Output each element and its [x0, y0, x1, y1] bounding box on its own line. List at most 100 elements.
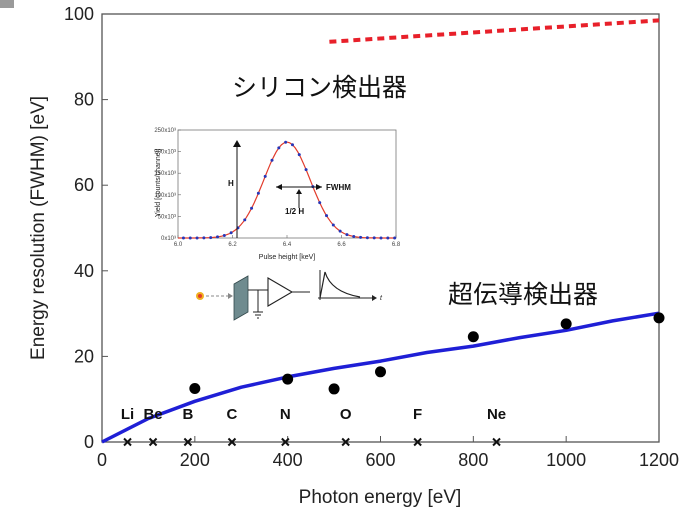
half-arrow-head — [296, 189, 302, 194]
superconducting-series-line — [101, 311, 660, 444]
series-layer — [101, 18, 665, 444]
inset-y-tick-label: 50x10³ — [158, 214, 176, 220]
x-axis-title: Photon energy [eV] — [299, 487, 462, 508]
inset-data-point — [181, 236, 185, 240]
sensor-plate-icon — [233, 275, 249, 321]
y-tick-label: 40 — [74, 261, 94, 281]
inset-data-point — [372, 236, 376, 240]
inset-data-point — [209, 236, 213, 240]
y-tick-label: 80 — [74, 90, 94, 110]
data-point — [653, 312, 665, 324]
x-tick-label: 400 — [273, 450, 303, 470]
element-marker — [341, 437, 350, 447]
data-point — [328, 383, 340, 395]
element-marker — [413, 437, 422, 447]
inset-data-point — [256, 191, 260, 195]
inset-x-tick-label: 6.4 — [283, 242, 292, 248]
inset-data-point — [304, 168, 308, 172]
inset-frame — [177, 129, 397, 239]
x-tick-label: 600 — [365, 450, 395, 470]
data-point — [189, 383, 201, 394]
amplifier-icon — [267, 277, 294, 307]
y-tick-label: 100 — [64, 4, 94, 24]
data-point — [375, 366, 386, 378]
pulse-height-inset: 6.0 6.2 6.4 6.6 6.8 0x10³ 50x10³ 100x10³ 150x10³… — [154, 128, 401, 261]
inset-data-point — [297, 153, 301, 157]
element-marker — [492, 437, 501, 447]
silicon-annotation: シリコン検出器 — [232, 73, 407, 102]
inset-annotations: H FWHM 1/2 H — [228, 140, 351, 238]
inset-data-point — [345, 233, 349, 237]
pulse-shape-icon — [319, 271, 361, 299]
corner-artifact — [0, 0, 14, 8]
inset-data-point — [222, 234, 226, 238]
fwhm-arrow-left — [276, 184, 282, 190]
inset-data-point — [379, 236, 383, 240]
wire-icon — [248, 289, 268, 319]
element-marker — [148, 437, 158, 447]
inset-data-point — [284, 140, 288, 144]
inset-ticks: 6.0 6.2 6.4 6.6 6.8 0x10³ 50x10³ 100x10³ 150x10³… — [154, 128, 401, 248]
element-marker — [227, 437, 237, 447]
inset-x-tick-label: 6.8 — [392, 242, 401, 248]
data-point — [282, 373, 294, 385]
superconducting-annotation: 超伝導検出器 — [448, 280, 598, 309]
inset-data-point — [188, 236, 192, 240]
y-tick-label: 0 — [84, 432, 94, 452]
y-tick-label: 60 — [74, 175, 94, 195]
x-tick-label: 200 — [180, 450, 210, 470]
element-labels: Li Be B C N O F Ne — [121, 406, 506, 447]
inset-data-point — [338, 229, 342, 233]
element-label: Be — [143, 406, 162, 423]
inset-data-point — [216, 235, 220, 239]
inset-data-point — [263, 174, 267, 178]
silicon-series-line — [329, 18, 660, 44]
inset-y-tick-label: 0x10³ — [161, 236, 176, 242]
inset-data-point — [393, 236, 397, 240]
data-point — [560, 318, 572, 330]
inset-x-tick-label: 6.6 — [337, 242, 346, 248]
pulse-axis-arrow — [372, 295, 377, 301]
element-label: B — [182, 406, 193, 423]
fwhm-arrow-right — [316, 184, 322, 190]
inset-data-point — [250, 206, 254, 210]
inset-data-point — [243, 218, 247, 222]
half-h-label: 1/2 H — [285, 207, 304, 216]
detector-circuit-schematic: t — [196, 270, 383, 321]
inset-data-point — [331, 223, 335, 227]
fwhm-label: FWHM — [326, 183, 351, 192]
y-axis-title: Energy resolution (FWHM) [eV] — [28, 96, 49, 360]
inset-data-point — [318, 201, 322, 205]
element-marker — [281, 437, 290, 447]
element-label: C — [227, 406, 238, 423]
x-tick-label: 0 — [97, 450, 107, 470]
inset-data-point — [229, 231, 233, 235]
element-label: N — [280, 406, 291, 423]
element-label: O — [340, 406, 352, 423]
photon-beam-arrow-icon — [228, 293, 233, 299]
element-label: Ne — [487, 406, 506, 423]
element-label: F — [413, 406, 422, 423]
y-axis: 0 20 40 60 80 100 — [64, 4, 108, 452]
inset-data-point — [195, 236, 199, 240]
x-axis: 0 200 400 600 800 1000 1200 — [97, 436, 679, 470]
inset-y-tick-label: 250x10³ — [154, 128, 176, 134]
data-point — [467, 331, 479, 343]
x-tick-label: 1200 — [639, 450, 679, 470]
h-label: H — [228, 179, 234, 188]
inset-x-tick-label: 6.0 — [174, 242, 183, 248]
y-tick-label: 20 — [74, 346, 94, 366]
inset-data-point — [325, 214, 329, 218]
photon-source-ring-icon — [198, 294, 202, 298]
inset-data-point — [352, 234, 356, 238]
element-marker — [183, 437, 193, 447]
inset-data-point — [270, 158, 274, 162]
element-marker — [123, 437, 132, 447]
x-tick-label: 1000 — [546, 450, 586, 470]
inset-data-point — [365, 236, 369, 240]
inset-gaussian — [178, 140, 397, 240]
inset-data-point — [202, 236, 206, 240]
inset-y-tick-label: 100x10³ — [154, 193, 176, 199]
inset-x-title: Pulse height [keV] — [259, 254, 315, 261]
